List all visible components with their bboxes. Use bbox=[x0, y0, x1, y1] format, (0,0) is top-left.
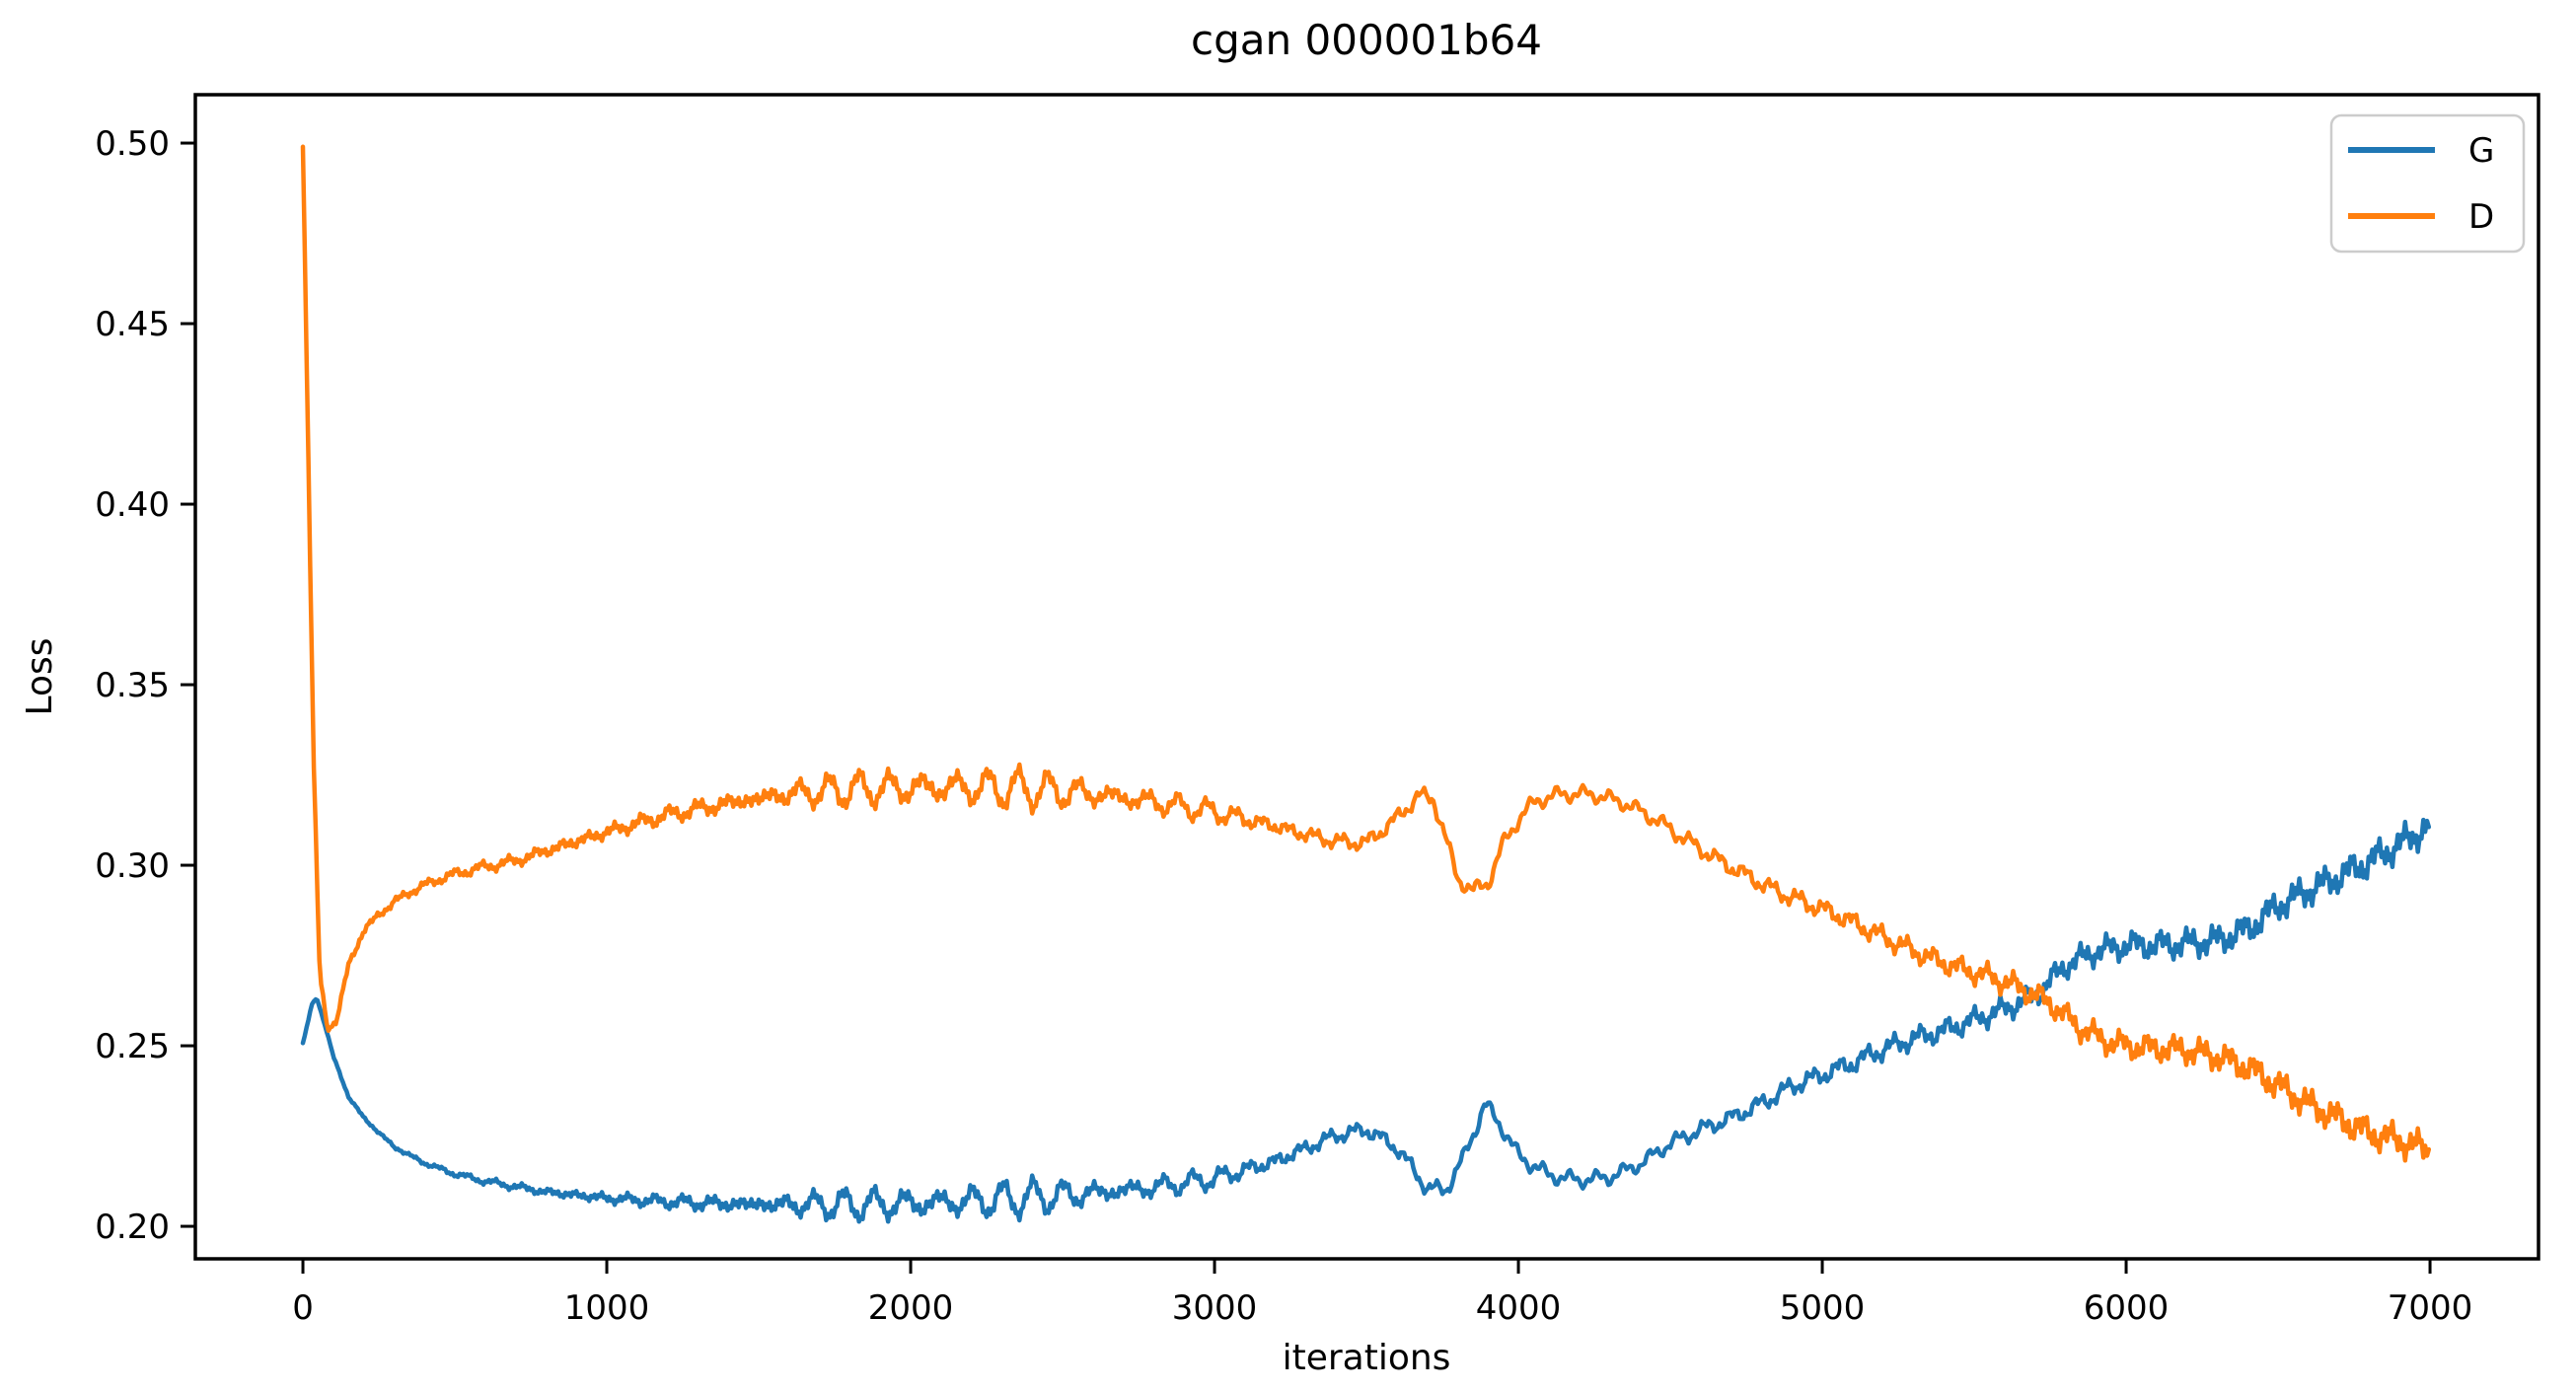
series-G-line bbox=[300, 817, 2432, 1224]
x-tick-label: 3000 bbox=[1172, 1288, 1258, 1328]
y-tick-label: 0.35 bbox=[95, 666, 170, 705]
series-D-line bbox=[300, 144, 2432, 1163]
y-tick-label: 0.25 bbox=[95, 1027, 170, 1066]
y-tick-label: 0.45 bbox=[95, 305, 170, 344]
x-tick-label: 4000 bbox=[1476, 1288, 1562, 1328]
legend-label-G: G bbox=[2468, 131, 2494, 171]
legend-label-D: D bbox=[2468, 197, 2494, 237]
y-tick-label: 0.30 bbox=[95, 846, 170, 886]
legend-box bbox=[2329, 113, 2526, 254]
x-tick-label: 1000 bbox=[564, 1288, 650, 1328]
x-tick-label: 0 bbox=[292, 1288, 314, 1328]
x-tick-label: 7000 bbox=[2388, 1288, 2473, 1328]
y-tick-label: 0.50 bbox=[95, 124, 170, 164]
y-axis-ticks: 0.20 0.25 0.30 0.35 0.40 0.45 0.50 bbox=[95, 124, 195, 1247]
chart-title: cgan 000001b64 bbox=[1191, 16, 1542, 64]
y-axis-label: Loss bbox=[20, 638, 60, 716]
x-axis-label: iterations bbox=[1283, 1338, 1451, 1378]
plot-border bbox=[193, 93, 2540, 1261]
x-tick-label: 6000 bbox=[2084, 1288, 2170, 1328]
y-tick-label: 0.40 bbox=[95, 485, 170, 525]
legend: G D bbox=[2329, 113, 2526, 254]
x-tick-label: 5000 bbox=[1780, 1288, 1866, 1328]
x-axis-ticks: 0 1000 2000 3000 4000 5000 6000 7000 bbox=[292, 1259, 2472, 1328]
y-tick-label: 0.20 bbox=[95, 1208, 170, 1247]
series-lines bbox=[300, 144, 2432, 1224]
x-tick-label: 2000 bbox=[868, 1288, 954, 1328]
